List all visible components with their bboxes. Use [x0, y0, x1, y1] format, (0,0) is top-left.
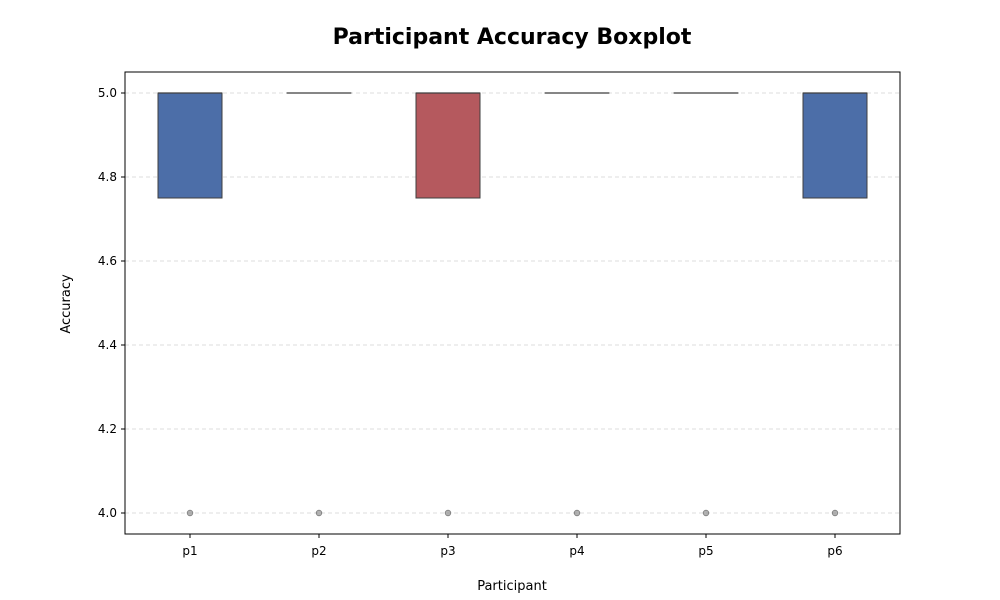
chart-title: Participant Accuracy Boxplot — [333, 25, 692, 50]
y-tick-label: 4.4 — [98, 338, 117, 352]
box-body — [157, 92, 223, 199]
outlier-point — [702, 509, 710, 517]
y-tick-label: 4.0 — [98, 506, 117, 520]
outlier-point — [831, 509, 839, 517]
boxes-layer — [157, 92, 868, 199]
box-p6 — [802, 92, 868, 199]
y-axis-ticks: 4.0 4.2 4.4 4.6 4.8 5.0 — [98, 86, 125, 520]
outlier-point — [444, 509, 452, 517]
outlier-point — [315, 509, 323, 517]
y-axis-label: Accuracy — [59, 274, 74, 334]
grid-lines — [125, 92, 900, 514]
x-tick-label: p5 — [698, 544, 713, 558]
box-p1 — [157, 92, 223, 199]
box-body — [415, 92, 481, 199]
outlier-point — [186, 509, 194, 517]
x-axis-ticks: p1 p2 p3 p4 p5 p6 — [182, 534, 843, 558]
plot-frame — [124, 71, 901, 535]
box-p3 — [415, 92, 481, 199]
x-tick-label: p3 — [440, 544, 455, 558]
y-tick-label: 4.8 — [98, 170, 117, 184]
x-axis-label: Participant — [477, 579, 547, 594]
x-tick-label: p6 — [827, 544, 842, 558]
box-body — [802, 92, 868, 199]
x-tick-label: p2 — [311, 544, 326, 558]
y-tick-label: 5.0 — [98, 86, 117, 100]
x-tick-label: p1 — [182, 544, 197, 558]
outliers-layer — [186, 509, 839, 517]
outlier-point — [573, 509, 581, 517]
y-tick-label: 4.2 — [98, 422, 117, 436]
x-tick-label: p4 — [569, 544, 584, 558]
y-tick-label: 4.6 — [98, 254, 117, 268]
